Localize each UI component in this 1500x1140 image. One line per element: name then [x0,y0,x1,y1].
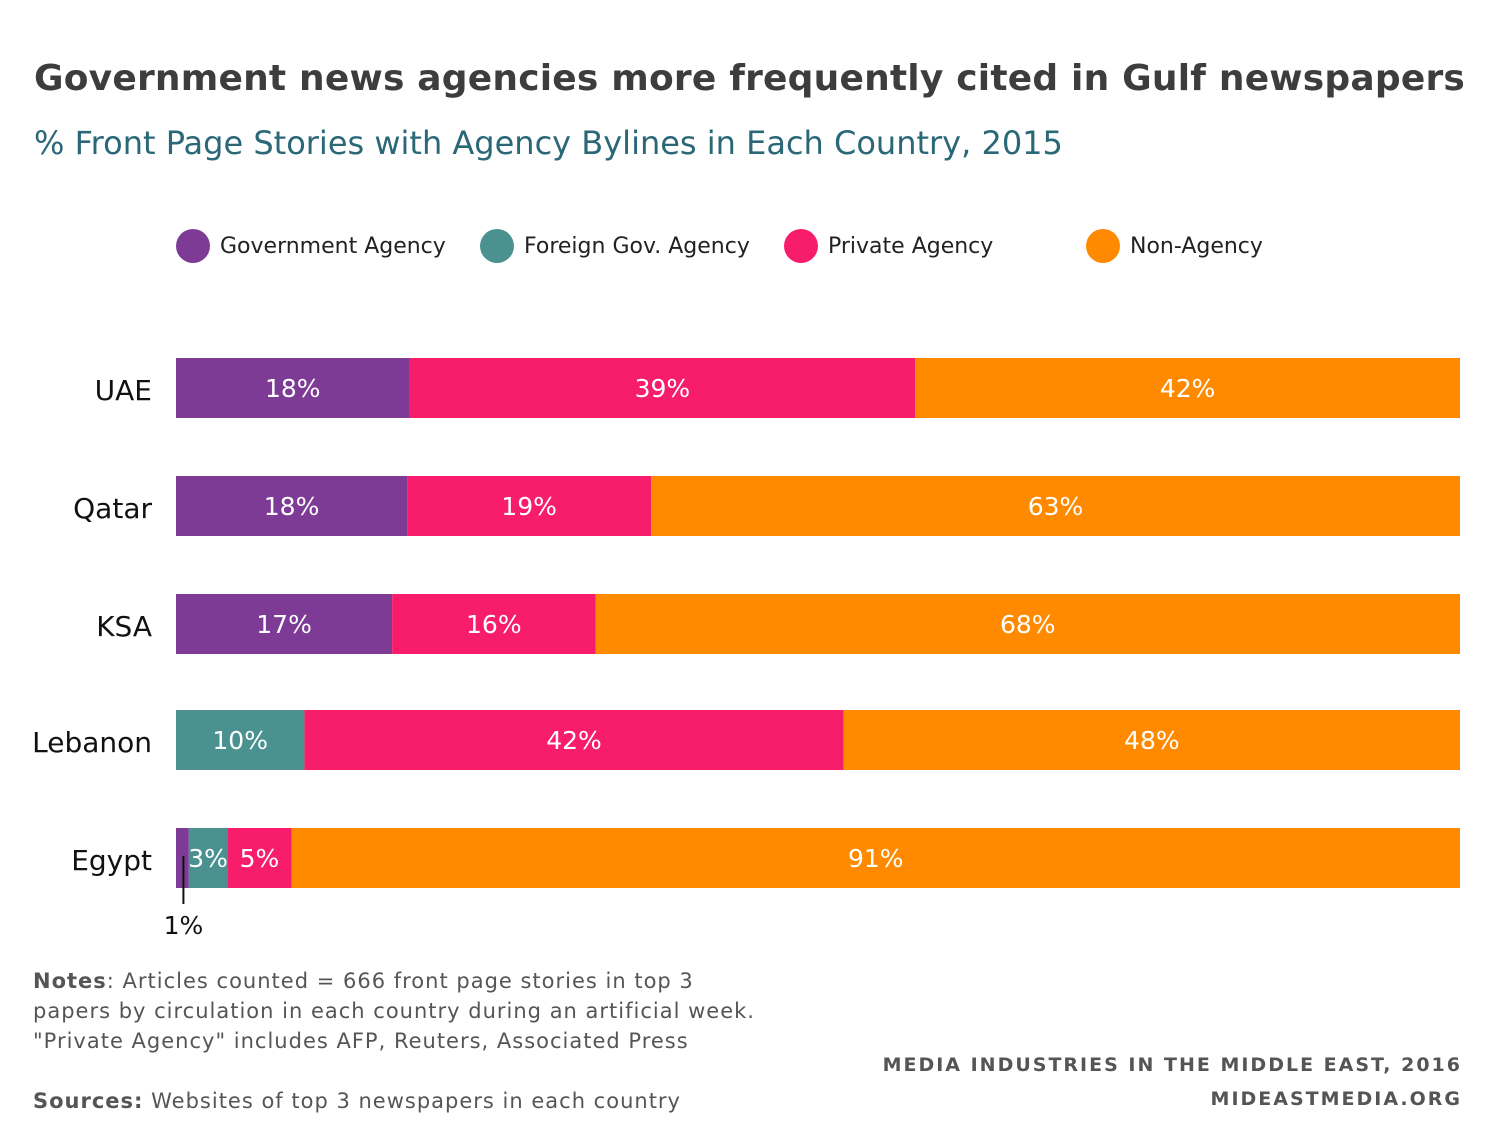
chart-subtitle: % Front Page Stories with Agency Bylines… [34,124,1063,162]
legend-label-foreign-gov-agency: Foreign Gov. Agency [524,234,750,259]
notes-label: Notes [33,969,107,993]
data-label-ksa-private-agency: 16% [466,610,522,639]
sources-label: Sources: [33,1089,144,1113]
legend-label-private-agency: Private Agency [828,234,994,259]
data-label-lebanon-foreign-gov-agency: 10% [212,726,268,755]
bar-qatar-government-agency [176,476,408,536]
category-label-uae: UAE [94,374,152,407]
sources-block: Sources: Websites of top 3 newspapers in… [33,1086,773,1116]
data-label-ksa-non-agency: 68% [1000,610,1056,639]
bar-lebanon-private-agency [304,710,844,770]
category-label-lebanon: Lebanon [32,726,152,759]
legend-swatch-non-agency [1086,229,1120,263]
sources-text: Websites of top 3 newspapers in each cou… [143,1089,681,1113]
legend-swatch-government-agency [176,229,210,263]
bar-uae-government-agency [176,358,410,418]
data-label-lebanon-private-agency: 42% [546,726,602,755]
data-label-ksa-government-agency: 17% [256,610,312,639]
data-label-uae-government-agency: 18% [265,374,321,403]
data-label-qatar-government-agency: 18% [264,492,320,521]
bar-ksa-government-agency [176,594,393,654]
legend-swatch-private-agency [784,229,818,263]
bar-egypt-foreign-gov-agency [188,828,228,888]
legend-swatch-foreign-gov-agency [480,229,514,263]
category-label-ksa: KSA [96,610,152,643]
bar-lebanon-non-agency [843,710,1460,770]
data-label-qatar-private-agency: 19% [501,492,557,521]
bar-uae-non-agency [915,358,1460,418]
data-label-egypt-non-agency: 91% [848,844,904,873]
bar-egypt-non-agency [291,828,1460,888]
bar-uae-private-agency [409,358,916,418]
bar-qatar-private-agency [407,476,652,536]
data-label-egypt-private-agency: 5% [240,844,280,873]
data-label-lebanon-non-agency: 48% [1124,726,1180,755]
data-label-uae-private-agency: 39% [635,374,691,403]
bar-egypt-private-agency [227,828,292,888]
bar-qatar-non-agency [651,476,1460,536]
chart-title: Government news agencies more frequently… [34,58,1466,99]
legend-label-government-agency: Government Agency [220,234,446,259]
notes-text: : Articles counted = 666 front page stor… [33,969,755,1053]
data-label-egypt-government-agency: 1% [164,911,204,940]
notes-block: Notes: Articles counted = 666 front page… [33,966,773,1056]
bar-ksa-non-agency [595,594,1460,654]
category-label-egypt: Egypt [71,844,152,877]
data-label-uae-non-agency: 42% [1160,374,1216,403]
bar-lebanon-foreign-gov-agency [176,710,305,770]
data-label-egypt-foreign-gov-agency: 3% [188,844,228,873]
legend-label-non-agency: Non-Agency [1130,234,1263,259]
bar-ksa-private-agency [392,594,596,654]
category-label-qatar: Qatar [73,492,152,525]
data-label-qatar-non-agency: 63% [1028,492,1084,521]
credit-website: MIDEASTMEDIA.ORG [1210,1088,1462,1110]
credit-publication: MEDIA INDUSTRIES IN THE MIDDLE EAST, 201… [882,1054,1462,1076]
